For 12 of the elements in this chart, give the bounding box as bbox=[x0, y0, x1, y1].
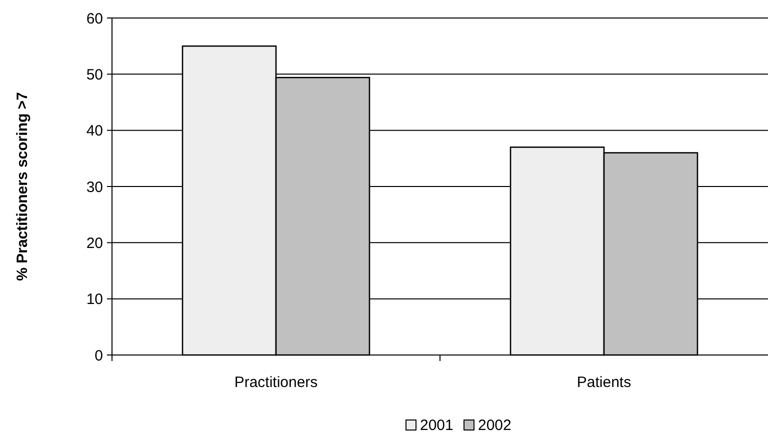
y-tick-label: 10 bbox=[86, 291, 103, 308]
x-tick-label: Practitioners bbox=[234, 374, 318, 391]
legend-label: 2001 bbox=[420, 417, 454, 434]
legend-label: 2002 bbox=[478, 417, 512, 434]
y-tick-label: 30 bbox=[86, 178, 103, 196]
x-tick-label: Patients bbox=[576, 374, 632, 391]
y-tick-label: 20 bbox=[86, 234, 103, 252]
y-tick-label: 60 bbox=[86, 10, 103, 28]
y-tick-label: 0 bbox=[94, 347, 103, 364]
y-tick-label: 50 bbox=[86, 66, 103, 84]
y-axis-title: % Practitioners scoring >7 bbox=[14, 92, 31, 281]
y-tick-label: 40 bbox=[86, 122, 103, 140]
